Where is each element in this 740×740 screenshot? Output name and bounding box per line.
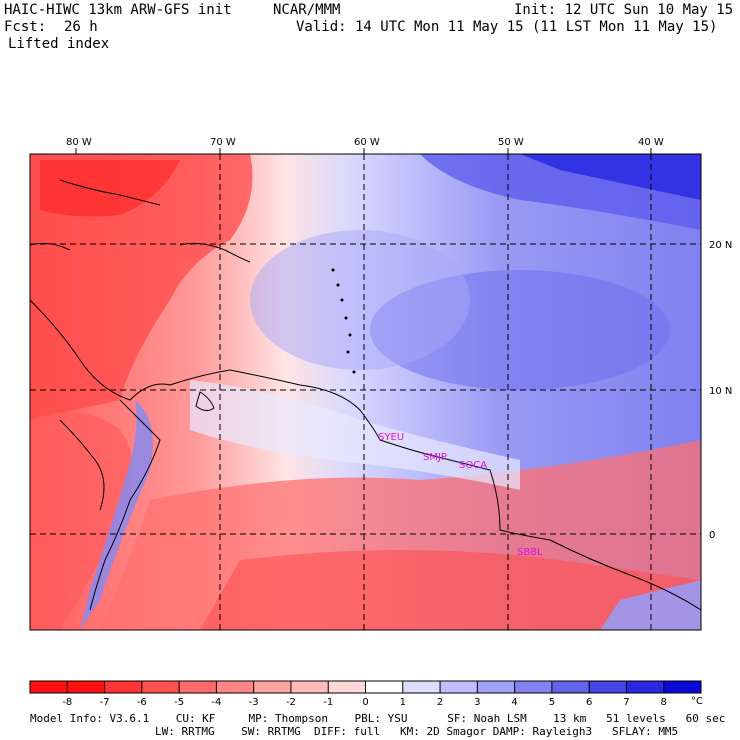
colorbar-swatch [216,681,255,693]
colorbar-tick-label: 4 [511,697,517,708]
coastlines [30,179,701,611]
colorbar-tick-label: 6 [586,697,592,708]
colorbar-swatch [514,681,553,693]
colorbar-unit: °C [691,696,703,707]
colorbar-tick-label: -6 [137,697,147,708]
footer-model-info: Model Info: V3.6.1 CU: KF MP: Thompson P… [30,712,726,725]
colorbar-tick-label: -7 [100,697,110,708]
colorbar-swatch [440,681,478,693]
station-label: SYEU [378,432,404,443]
colorbar-tick-label: 7 [623,697,629,708]
lon-label: 70 W [210,137,236,148]
colorbar-swatch [589,681,627,693]
footer-physics-info: LW: RRTMG SW: RRTMG DIFF: full KM: 2D Sm… [155,725,679,738]
map-frame [29,153,702,631]
colorbar-tick-label: 1 [400,697,406,708]
org-label: NCAR/MMM [273,2,341,18]
field-name: Lifted index [8,36,110,52]
colorbar-swatch [328,681,366,693]
colorbar-swatch [477,681,516,693]
lon-label: 50 W [498,137,524,148]
colorbar-swatch [104,681,143,693]
colorbar-swatch [402,681,441,693]
colorbar-swatch [551,681,590,693]
colorbar-swatch [30,681,68,693]
valid-time: Valid: 14 UTC Mon 11 May 15 (11 LST Mon … [296,19,718,35]
lon-label: 60 W [354,137,380,148]
colorbar-tick-label: 5 [549,697,555,708]
lesser-antilles [331,268,356,374]
init-time: Init: 12 UTC Sun 10 May 15 [514,2,734,18]
model-title: HAIC-HIWC 13km ARW-GFS init [4,2,232,18]
lat-label: 0 [709,530,715,541]
colorbar-tick-label: -3 [249,697,259,708]
lon-label: 80 W [66,137,92,148]
colorbar-tick-label: -2 [286,697,296,708]
colorbar-swatch [663,681,702,693]
colorbar-swatch [626,681,665,693]
lon-ticks [75,148,652,154]
lon-label: 40 W [638,137,664,148]
field-shading [30,154,701,630]
colorbar-tick-label: -8 [62,697,72,708]
colorbar-tick-label: -5 [174,697,184,708]
station-label: SBBL [517,547,543,558]
lat-label: 10 N [709,386,732,397]
station-label: SOCA [459,460,487,471]
colorbar-tick-label: 8 [661,697,667,708]
colorbar: -8 -7 -6 -5 -4 -3 -2 -1 0 1 2 3 4 5 6 7 8 [29,680,702,708]
colorbar-swatch [67,681,106,693]
colorbar-swatch [141,681,180,693]
colorbar-tick-label: 3 [474,697,480,708]
colorbar-swatch [253,681,292,693]
colorbar-tick-label: 2 [437,697,443,708]
colorbar-tick-label: -4 [211,697,221,708]
lat-label: 20 N [709,240,732,251]
colorbar-tick-label: -1 [323,697,333,708]
station-label: SMJP [423,452,447,463]
colorbar-swatch [290,681,329,693]
colorbar-tick-label: 0 [362,697,368,708]
fcst-label: Fcst: [4,19,47,35]
fcst-value: 26 h [64,19,98,35]
colorbar-swatch [179,681,217,693]
graticule [30,154,701,630]
colorbar-swatch [365,681,404,693]
